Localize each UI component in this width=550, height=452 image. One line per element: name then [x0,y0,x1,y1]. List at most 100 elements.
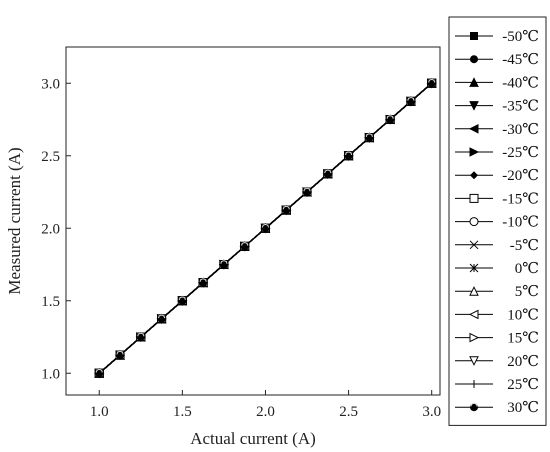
legend-marker-shine [470,402,478,407]
data-point-shine [386,115,394,119]
data-point-shine [261,224,269,228]
data-point-disc [178,296,187,305]
data-point [116,350,125,360]
data-point [240,242,249,251]
data-point-disc [240,242,249,251]
data-point [303,187,312,196]
legend-label: -50℃ [502,29,539,45]
data-point [323,169,332,178]
legend-label: -40℃ [502,75,539,91]
y-axis: 1.0 1.5 2.0 2.5 3.0 [41,76,71,382]
data-point-disc [303,188,312,196]
data-point [386,115,395,124]
legend-marker [470,402,478,412]
y-axis-title: Measured current (A) [5,147,24,294]
data-point-shine [220,260,228,264]
x-tick-label: 1.5 [173,404,192,420]
data-point-disc [219,260,228,269]
legend-marker [469,286,479,296]
legend: -50℃ -45℃ -40℃ -35℃ -30℃ -25℃ -20℃ -15℃ -10℃ -5℃ 0… [448,16,547,426]
data-point-shine [95,369,103,373]
legend-entry: -30℃ [455,122,539,138]
legend-entry: -50℃ [455,29,539,45]
legend-marker-disc [470,403,478,412]
legend-entry: 15℃ [455,331,539,347]
legend-label: -45℃ [502,52,539,68]
data-point [365,133,374,142]
legend-entry: -45℃ [455,52,539,68]
y-tick-label: 1.5 [41,294,60,310]
legend-marker [469,217,479,227]
legend-label: -25℃ [502,145,539,161]
y-tick-label: 1.0 [41,366,60,382]
legend-label: 25℃ [507,377,539,393]
data-point-disc [95,369,104,378]
legend-marker [468,309,479,320]
data-point [178,296,187,305]
x-tick-label: 3.0 [422,404,441,420]
legend-entry: -20℃ [455,168,539,184]
legend-label: -30℃ [502,122,539,138]
data-point-disc [323,169,332,178]
legend-marker [469,147,480,157]
legend-entry: -5℃ [455,238,539,254]
data-point-shine [282,205,290,210]
data-point [427,79,436,88]
data-point-disc [116,351,125,360]
legend-marker [469,332,480,343]
legend-marker [470,171,478,180]
legend-marker [469,77,479,87]
data-point-disc [344,151,353,160]
legend-label: 30℃ [507,400,539,416]
x-axis: 1.0 1.5 2.0 2.5 3.0 [90,390,441,420]
legend-marker [469,240,479,250]
legend-marker [470,380,478,388]
legend-label: 10℃ [507,307,539,323]
data-point [95,369,104,378]
legend-marker-stroke [469,240,479,250]
data-point-shine [324,169,332,174]
data-point-shine [407,97,415,101]
data-point-shine [178,296,186,301]
data-point [282,205,291,215]
x-tick-label: 1.0 [90,404,109,420]
data-point [344,151,353,160]
legend-entry: -35℃ [455,99,539,115]
data-point [219,260,228,269]
legend-marker [470,55,478,64]
data-point-disc [282,206,291,215]
legend-marker [470,32,478,40]
y-tick-label: 2.0 [41,221,60,237]
legend-label: -20℃ [502,168,539,184]
legend-entry: -15℃ [455,191,539,207]
data-markers [94,78,437,379]
legend-label: 15℃ [507,331,539,347]
data-point-shine [137,332,145,337]
data-point-disc [427,79,436,88]
legend-entry: 10℃ [455,307,539,323]
x-tick-label: 2.5 [339,404,358,420]
legend-marker [469,356,479,366]
data-point [157,314,166,323]
legend-label: 0℃ [515,261,539,277]
legend-entry: -10℃ [455,215,539,231]
data-point [199,278,208,287]
data-point-shine [116,350,124,355]
data-point-shine [365,133,373,137]
data-point-disc [136,333,145,341]
legend-marker [468,123,479,134]
legend-label: -15℃ [502,191,539,207]
legend-marker [469,263,479,273]
data-point [136,332,145,341]
legend-label: -5℃ [510,238,539,254]
legend-entry: 25℃ [455,377,539,393]
data-point-disc [365,133,374,142]
data-point-disc [199,278,208,287]
legend-entry: 20℃ [455,354,539,370]
data-point-disc [261,224,270,233]
y-tick-label: 2.5 [41,149,60,165]
data-point-shine [241,242,249,246]
data-point-shine [199,278,207,282]
x-axis-title: Actual current (A) [190,429,316,448]
